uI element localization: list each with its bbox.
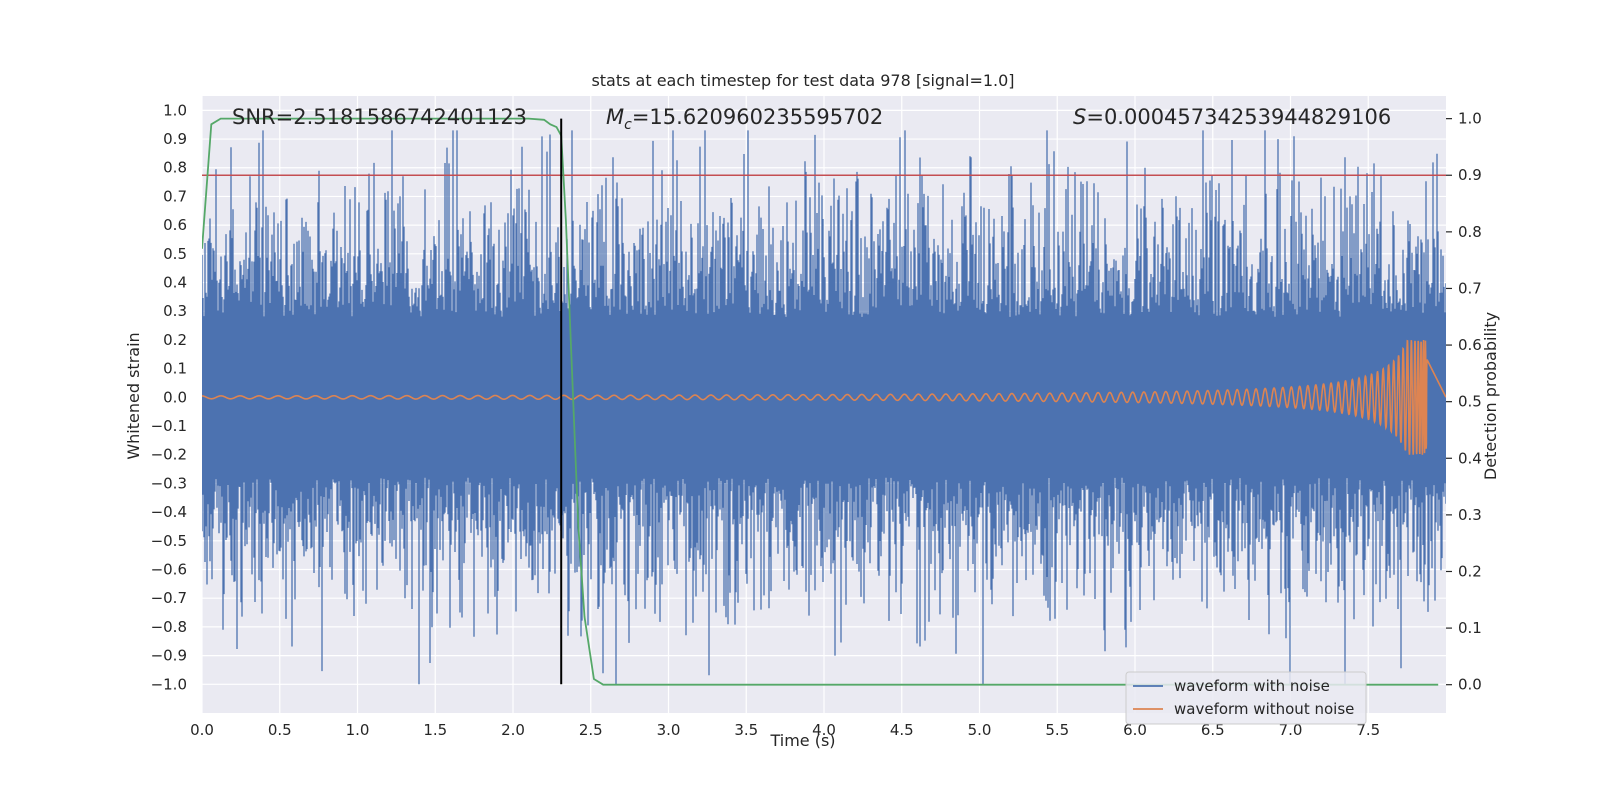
chirp-mass-annotation: Mc=15.620960235595702 bbox=[606, 105, 883, 133]
y2-axis-label: Detection probability bbox=[1481, 312, 1500, 480]
y2-tick-label: 0.7 bbox=[1458, 279, 1482, 297]
y-tick-label: 0.9 bbox=[163, 130, 187, 148]
y-axis-ticks: 1.0 0.9 0.8 0.7 0.6 0.5 0.4 0.3 0.2 0.1 0.0 −0.1 −0.… bbox=[151, 101, 187, 693]
x-tick-label: 1.0 bbox=[346, 721, 370, 739]
y-tick-label: −0.2 bbox=[151, 446, 187, 464]
y2-tick-label: 0.9 bbox=[1458, 166, 1482, 184]
s-symbol: S bbox=[1073, 105, 1086, 129]
y-tick-label: 0.7 bbox=[163, 187, 187, 205]
y-tick-label: −0.9 bbox=[151, 647, 187, 665]
y-tick-label: 0.3 bbox=[163, 302, 187, 320]
x-tick-label: 2.0 bbox=[501, 721, 525, 739]
y-tick-label: 0.8 bbox=[163, 159, 187, 177]
x-tick-label: 4.5 bbox=[890, 721, 914, 739]
chirp-mass-subscript: c bbox=[624, 117, 632, 133]
y2-tick-label: 0.3 bbox=[1458, 506, 1482, 524]
legend-box bbox=[1125, 671, 1367, 725]
series-waveform-with-noise bbox=[202, 130, 1446, 685]
y2-tick-label: 0.2 bbox=[1458, 562, 1482, 580]
y-tick-label: 0.2 bbox=[163, 331, 187, 349]
y2-tick-label: 0.5 bbox=[1458, 393, 1482, 411]
x-axis-ticks: 0.0 0.5 1.0 1.5 2.0 2.5 3.0 3.5 4.0 4.5 5.0 5.5 6.0 6… bbox=[190, 721, 1380, 739]
y-tick-label: 0.4 bbox=[163, 274, 187, 292]
snr-annotation: SNR=2.5181586742401123 bbox=[232, 105, 527, 129]
y2-tick-label: 1.0 bbox=[1458, 110, 1482, 128]
snr-prefix: SNR= bbox=[232, 105, 293, 129]
clean-trace bbox=[202, 339, 1446, 455]
y-tick-label: −0.1 bbox=[151, 417, 187, 435]
y-tick-label: −0.4 bbox=[151, 503, 187, 521]
legend-label-without-noise: waveform without noise bbox=[1174, 700, 1354, 718]
y-tick-label: −1.0 bbox=[151, 675, 187, 693]
y-tick-label: 0.0 bbox=[163, 388, 187, 406]
y2-tick-label: 0.0 bbox=[1458, 676, 1482, 694]
s-value: =0.00045734253944829106 bbox=[1086, 105, 1391, 129]
x-tick-label: 2.5 bbox=[579, 721, 603, 739]
x-tick-label: 7.5 bbox=[1356, 721, 1380, 739]
x-tick-label: 3.5 bbox=[734, 721, 758, 739]
noise-trace bbox=[202, 130, 1446, 685]
chart-title: stats at each timestep for test data 978… bbox=[591, 71, 1014, 90]
y-tick-label: −0.3 bbox=[151, 474, 187, 492]
x-tick-label: 3.0 bbox=[657, 721, 681, 739]
x-axis-label: Time (s) bbox=[769, 731, 835, 750]
y-tick-label: 0.5 bbox=[163, 245, 187, 263]
y-tick-label: −0.5 bbox=[151, 532, 187, 550]
y2-axis-ticks: 1.0 0.9 0.8 0.7 0.6 0.5 0.4 0.3 0.2 0.1 0.0 bbox=[1446, 110, 1482, 694]
y-tick-label: −0.6 bbox=[151, 561, 187, 579]
x-tick-label: 5.5 bbox=[1045, 721, 1069, 739]
y-tick-label: −0.8 bbox=[151, 618, 187, 636]
y2-tick-label: 0.8 bbox=[1458, 223, 1482, 241]
snr-value: 2.5181586742401123 bbox=[293, 105, 527, 129]
x-tick-label: 7.0 bbox=[1279, 721, 1303, 739]
series-waveform-without-noise bbox=[202, 339, 1446, 455]
chirp-mass-value: =15.620960235595702 bbox=[632, 105, 883, 129]
chirp-mass-symbol: M bbox=[606, 105, 624, 129]
x-tick-label: 4.0 bbox=[812, 721, 836, 739]
x-tick-label: 0.0 bbox=[190, 721, 214, 739]
s-annotation: S=0.00045734253944829106 bbox=[1073, 105, 1391, 129]
x-tick-label: 1.5 bbox=[423, 721, 447, 739]
y-tick-label: 0.1 bbox=[163, 360, 187, 378]
y-tick-label: −0.7 bbox=[151, 589, 187, 607]
x-tick-label: 0.5 bbox=[268, 721, 292, 739]
y-axis-label: Whitened strain bbox=[124, 332, 143, 459]
legend-label-with-noise: waveform with noise bbox=[1174, 677, 1330, 695]
y2-tick-label: 0.4 bbox=[1458, 449, 1482, 467]
legend: waveform with noise waveform without noi… bbox=[1125, 671, 1367, 725]
y-tick-label: 1.0 bbox=[163, 101, 187, 119]
x-tick-label: 6.5 bbox=[1201, 721, 1225, 739]
y-tick-label: 0.6 bbox=[163, 216, 187, 234]
y2-tick-label: 0.1 bbox=[1458, 619, 1482, 637]
x-tick-label: 5.0 bbox=[968, 721, 992, 739]
y2-tick-label: 0.6 bbox=[1458, 336, 1482, 354]
x-tick-label: 6.0 bbox=[1123, 721, 1147, 739]
